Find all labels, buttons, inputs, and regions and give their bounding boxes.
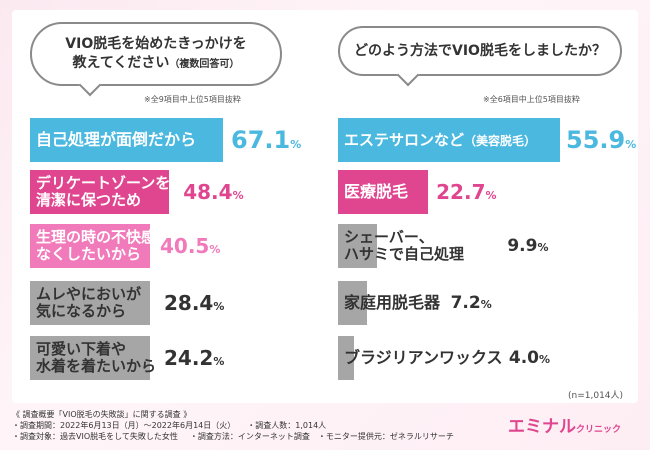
right-bar-4 <box>338 281 367 325</box>
left-bar-label-5-line-2: 水着を着たいから <box>36 356 157 375</box>
right-bar-value-1: 55.9% <box>566 128 636 152</box>
left-question-bubble: VIO脱毛を始めたきっかけを 教えてください（複数回答可） <box>30 22 282 97</box>
left-bar-label-2-line-2: 清潔に保つため <box>36 190 142 209</box>
right-bar-label-4: 家庭用脱毛器 <box>344 294 440 312</box>
left-bar-3 <box>30 224 150 268</box>
right-bar-label-5: ブラジリアンワックス <box>344 349 503 367</box>
right-bar-label-2-line-1: 医療脱毛 <box>344 182 409 202</box>
left-bar-value-number-5: 24.2 <box>164 346 214 370</box>
left-bar-value-unit-2: % <box>232 189 244 202</box>
right-bar-label-4-line-1: 家庭用脱毛器 <box>344 293 441 313</box>
footer-line1: 《 調査概要「VIO脱毛の失敗談」に関する調査 》 <box>12 410 192 419</box>
left-bar-value-unit-5: % <box>213 355 225 368</box>
right-bar-value-unit-4: % <box>480 297 492 311</box>
left-bar-label-1-line-1: 自己処理が面倒だから <box>36 130 197 150</box>
left-bar-label-3-line-1: 生理の時の不快感を <box>36 228 172 247</box>
right-note: ※全6項目中上位5項目抜粋 <box>483 95 580 104</box>
right-question-bubble: どのよう方法でVIO脱毛をしましたか？ <box>338 26 622 87</box>
footer-method: ・調査方法：インターネット調査 <box>189 431 310 441</box>
right-bar-2 <box>338 170 429 214</box>
right-bar-label-3-line-2: ハサミで自己処理 <box>344 244 465 263</box>
left-bar-label-2: デリケートゾーンを 清潔に保つため <box>36 175 170 209</box>
left-bar-label-1: 自己処理が面倒だから <box>36 131 196 149</box>
left-note: ※全9項目中上位5項目抜粋 <box>144 95 241 104</box>
left-bar-value-unit-3: % <box>209 243 221 256</box>
left-bar-value-number-1: 67.1 <box>231 126 291 154</box>
left-bar-value-5: 24.2% <box>164 348 224 368</box>
right-bar-label-1: エステサロンなど（美容脱毛） <box>344 130 537 149</box>
right-bar-value-unit-1: % <box>625 138 637 151</box>
left-bar-value-number-4: 28.4 <box>164 291 214 315</box>
survey-footer: 《 調査概要「VIO脱毛の失敗談」に関する調査 》 ・調査期間：2022年6月1… <box>12 410 454 442</box>
right-bar-label-2: 医療脱毛 <box>344 183 408 201</box>
left-bar-label-5-line-1: 可愛い下着や <box>36 340 127 359</box>
right-bar-value-5: 4.0% <box>508 347 551 368</box>
footer-target: ・調査対象：過去VIO脱毛をして失敗した女性 <box>12 431 178 441</box>
right-bar-value-3: 9.9% <box>507 235 549 256</box>
right-bar-value-number-1: 55.9 <box>566 126 626 154</box>
footer-provider: ・モニター提供元：ゼネラルリサーチ <box>317 431 454 441</box>
right-bar-3 <box>338 224 378 268</box>
left-bar-1 <box>30 118 223 162</box>
right-bar-value-number-3: 9.9 <box>507 235 538 256</box>
right-bar-value-number-2: 22.7 <box>436 180 486 204</box>
right-question: どのよう方法でVIO脱毛をしましたか？ <box>354 42 606 59</box>
left-bar-value-2: 48.4% <box>183 182 243 202</box>
right-bar-label-1-line-1: エステサロンなど <box>344 130 465 149</box>
left-bar-label-5: 可愛い下着や 水着を着たいから <box>36 341 156 375</box>
right-bar-5 <box>338 336 354 380</box>
left-bar-value-number-3: 40.5 <box>160 234 210 258</box>
left-bar-value-number-2: 48.4 <box>183 180 233 204</box>
left-bar-label-3-line-2: なくしたいから <box>36 244 142 263</box>
left-question-line2: 教えてください <box>72 55 170 71</box>
left-bar-label-4: ムレやにおいが 気になるから <box>36 286 141 320</box>
left-bar-2 <box>30 170 170 214</box>
left-bar-value-unit-4: % <box>213 300 225 313</box>
left-bar-value-1: 67.1% <box>231 128 301 152</box>
right-bar-value-unit-5: % <box>539 352 551 366</box>
right-bar-label-1-line-2: （美容脱毛） <box>464 133 537 148</box>
footer-period: ・調査期間：2022年6月13日（月）〜2022年6月14日（火） <box>12 420 236 430</box>
footer-count: ・調査人数：1,014人 <box>247 420 327 430</box>
logo-sub: クリニック <box>576 425 622 435</box>
left-bar-label-4-line-2: 気になるから <box>36 301 127 320</box>
left-bar-label-2-line-1: デリケートゾーンを <box>36 174 171 193</box>
left-bar-label-3: 生理の時の不快感を なくしたいから <box>36 229 171 263</box>
left-bar-5 <box>30 336 150 380</box>
right-bar-label-3: シェーバー、 ハサミで自己処理 <box>344 229 464 263</box>
right-bar-value-4: 7.2% <box>450 292 492 313</box>
right-bar-value-2: 22.7% <box>436 182 496 202</box>
right-bar-value-unit-2: % <box>485 189 497 202</box>
eminal-clinic-logo: エミナルクリニック <box>508 412 621 437</box>
left-bar-value-4: 28.4% <box>164 293 224 313</box>
left-bar-value-unit-1: % <box>290 138 302 151</box>
sample-size: (n=1,014人) <box>568 391 624 401</box>
right-bar-value-number-4: 7.2 <box>450 292 481 313</box>
right-bar-1 <box>338 118 560 162</box>
right-bar-value-unit-3: % <box>537 240 549 254</box>
right-bar-label-5-line-1: ブラジリアンワックス <box>344 348 503 368</box>
left-bar-label-4-line-1: ムレやにおいが <box>36 285 142 304</box>
left-bar-4 <box>30 281 150 325</box>
left-bar-value-3: 40.5% <box>160 236 220 256</box>
right-bar-label-3-line-1: シェーバー、 <box>344 228 434 247</box>
logo-main: エミナル <box>508 417 576 437</box>
left-question-suffix: （複数回答可） <box>169 59 240 70</box>
right-bar-value-number-5: 4.0 <box>508 347 539 368</box>
left-question-line1: VIO脱毛を始めたきっかけを <box>65 36 247 53</box>
